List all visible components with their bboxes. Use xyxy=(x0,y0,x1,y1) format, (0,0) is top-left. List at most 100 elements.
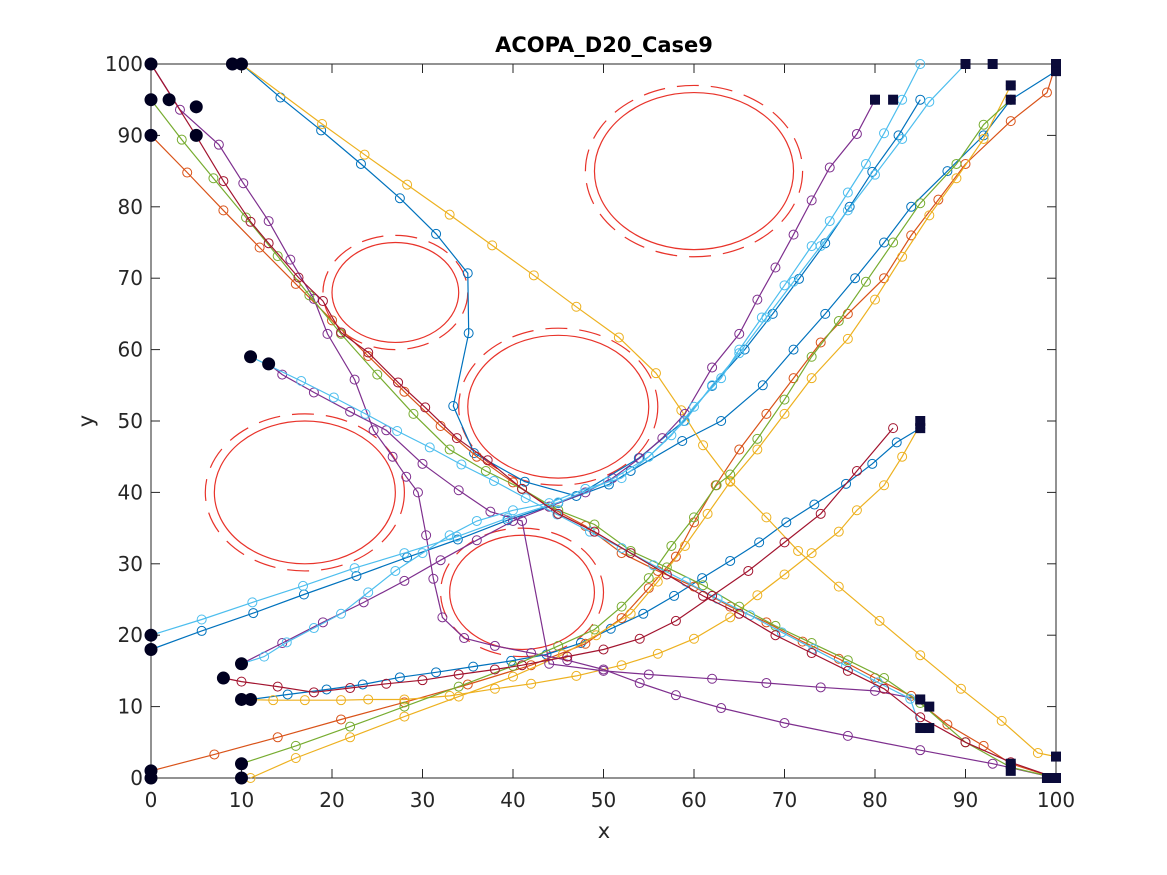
data-point xyxy=(471,515,482,526)
data-point xyxy=(174,104,185,115)
goal-marker xyxy=(1005,80,1016,91)
data-point xyxy=(236,676,247,687)
data-point xyxy=(754,537,765,548)
data-point xyxy=(394,672,405,683)
obstacle-circle xyxy=(449,534,596,651)
y-tick-label: 100 xyxy=(105,52,143,76)
data-point xyxy=(815,508,826,519)
obstacle-circle xyxy=(213,420,396,565)
data-point xyxy=(431,667,442,678)
x-tick-label: 50 xyxy=(591,788,616,812)
series-line xyxy=(241,99,876,665)
data-point xyxy=(833,316,844,327)
data-point xyxy=(725,612,736,623)
data-point xyxy=(428,573,439,584)
start-marker xyxy=(144,57,158,71)
y-tick-label: 0 xyxy=(130,766,143,790)
data-point xyxy=(879,128,890,139)
y-tick-label: 10 xyxy=(118,695,143,719)
data-point xyxy=(336,695,347,706)
data-point xyxy=(282,689,293,700)
data-point xyxy=(891,437,902,448)
data-point xyxy=(842,655,853,666)
data-point xyxy=(308,623,319,634)
data-point xyxy=(526,678,537,689)
data-point xyxy=(263,238,274,249)
data-point xyxy=(752,294,763,305)
series-line xyxy=(241,63,921,665)
data-point xyxy=(218,176,229,187)
y-tick-label: 20 xyxy=(118,623,143,647)
data-point xyxy=(987,758,998,769)
data-point xyxy=(955,683,966,694)
data-point xyxy=(489,664,500,675)
data-point xyxy=(437,612,448,623)
data-point xyxy=(598,644,609,655)
data-point xyxy=(739,344,750,355)
series-line xyxy=(241,99,1012,765)
x-tick-label: 40 xyxy=(500,788,525,812)
data-point xyxy=(399,701,410,712)
data-point xyxy=(897,251,908,262)
data-point xyxy=(806,241,817,252)
data-point xyxy=(372,369,383,380)
data-point xyxy=(779,569,790,580)
data-point xyxy=(399,548,410,559)
data-point xyxy=(401,471,412,482)
data-point xyxy=(707,590,718,601)
data-point xyxy=(321,684,332,695)
data-point xyxy=(888,237,899,248)
data-point xyxy=(462,268,473,279)
data-point xyxy=(218,205,229,216)
series-lines xyxy=(146,59,1061,783)
data-point xyxy=(924,96,935,107)
x-tick-label: 80 xyxy=(862,788,887,812)
data-point xyxy=(489,683,500,694)
data-point xyxy=(571,301,582,312)
data-point xyxy=(788,229,799,240)
series-path17 xyxy=(146,59,1061,783)
data-point xyxy=(679,540,690,551)
series-path7 xyxy=(236,419,926,706)
start-marker xyxy=(144,771,158,785)
data-point xyxy=(779,408,790,419)
start-marker xyxy=(235,771,248,785)
data-point xyxy=(453,681,464,692)
data-point xyxy=(520,493,531,504)
data-point xyxy=(707,380,718,391)
data-point xyxy=(951,158,962,169)
series-line xyxy=(223,427,894,693)
data-point xyxy=(506,655,517,666)
data-point xyxy=(363,347,374,358)
data-point xyxy=(634,678,645,689)
data-point xyxy=(453,691,464,702)
x-axis-label: x xyxy=(598,819,610,843)
data-point xyxy=(770,630,781,641)
data-point xyxy=(431,228,442,239)
data-point xyxy=(915,712,926,723)
data-point xyxy=(589,519,600,530)
data-point xyxy=(281,637,292,648)
x-tick-label: 90 xyxy=(953,788,978,812)
data-point xyxy=(571,670,582,681)
start-marker xyxy=(235,757,248,771)
data-point xyxy=(1005,116,1016,127)
data-point xyxy=(697,573,708,584)
y-tick-label: 60 xyxy=(118,338,143,362)
data-point xyxy=(459,633,470,644)
x-tick-label: 20 xyxy=(319,788,344,812)
goal-marker xyxy=(915,723,926,734)
series-path9 xyxy=(146,59,1061,783)
goal-marker xyxy=(1051,773,1061,783)
start-marker xyxy=(235,57,248,71)
y-tick-label: 90 xyxy=(118,123,143,147)
data-point xyxy=(272,732,283,743)
data-point xyxy=(625,548,636,559)
data-point xyxy=(893,130,904,141)
data-point xyxy=(951,173,962,184)
start-marker xyxy=(244,350,258,364)
data-point xyxy=(363,351,374,362)
goal-marker xyxy=(1005,765,1016,776)
data-point xyxy=(842,205,853,216)
data-point xyxy=(421,530,432,541)
